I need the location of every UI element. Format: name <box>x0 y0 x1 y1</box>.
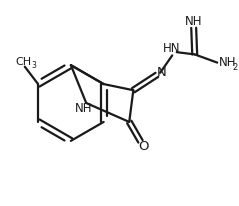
Text: HN: HN <box>163 42 180 55</box>
Text: NH: NH <box>219 56 236 69</box>
Text: 3: 3 <box>31 61 36 70</box>
Text: N: N <box>157 66 166 79</box>
Text: NH: NH <box>185 15 202 28</box>
Text: CH: CH <box>16 57 32 67</box>
Text: 2: 2 <box>232 63 237 72</box>
Text: O: O <box>138 140 149 153</box>
Text: NH: NH <box>75 102 92 115</box>
